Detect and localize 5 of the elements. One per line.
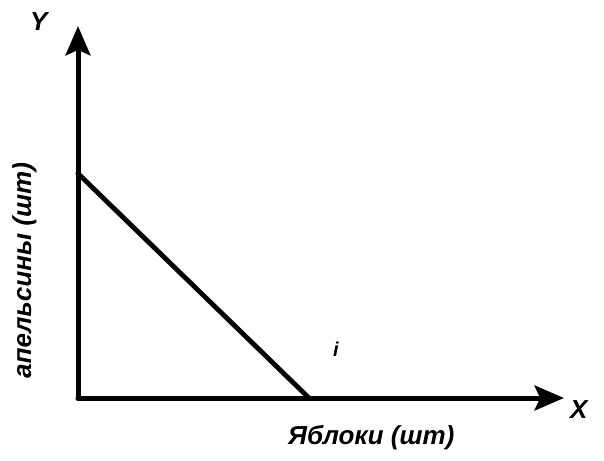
y-axis-title: апельсины (шт)	[7, 162, 37, 378]
x-axis-title: Яблоки (шт)	[287, 420, 454, 450]
text: Y	[30, 6, 50, 36]
annotation: i	[333, 339, 339, 361]
text: X	[568, 394, 589, 424]
